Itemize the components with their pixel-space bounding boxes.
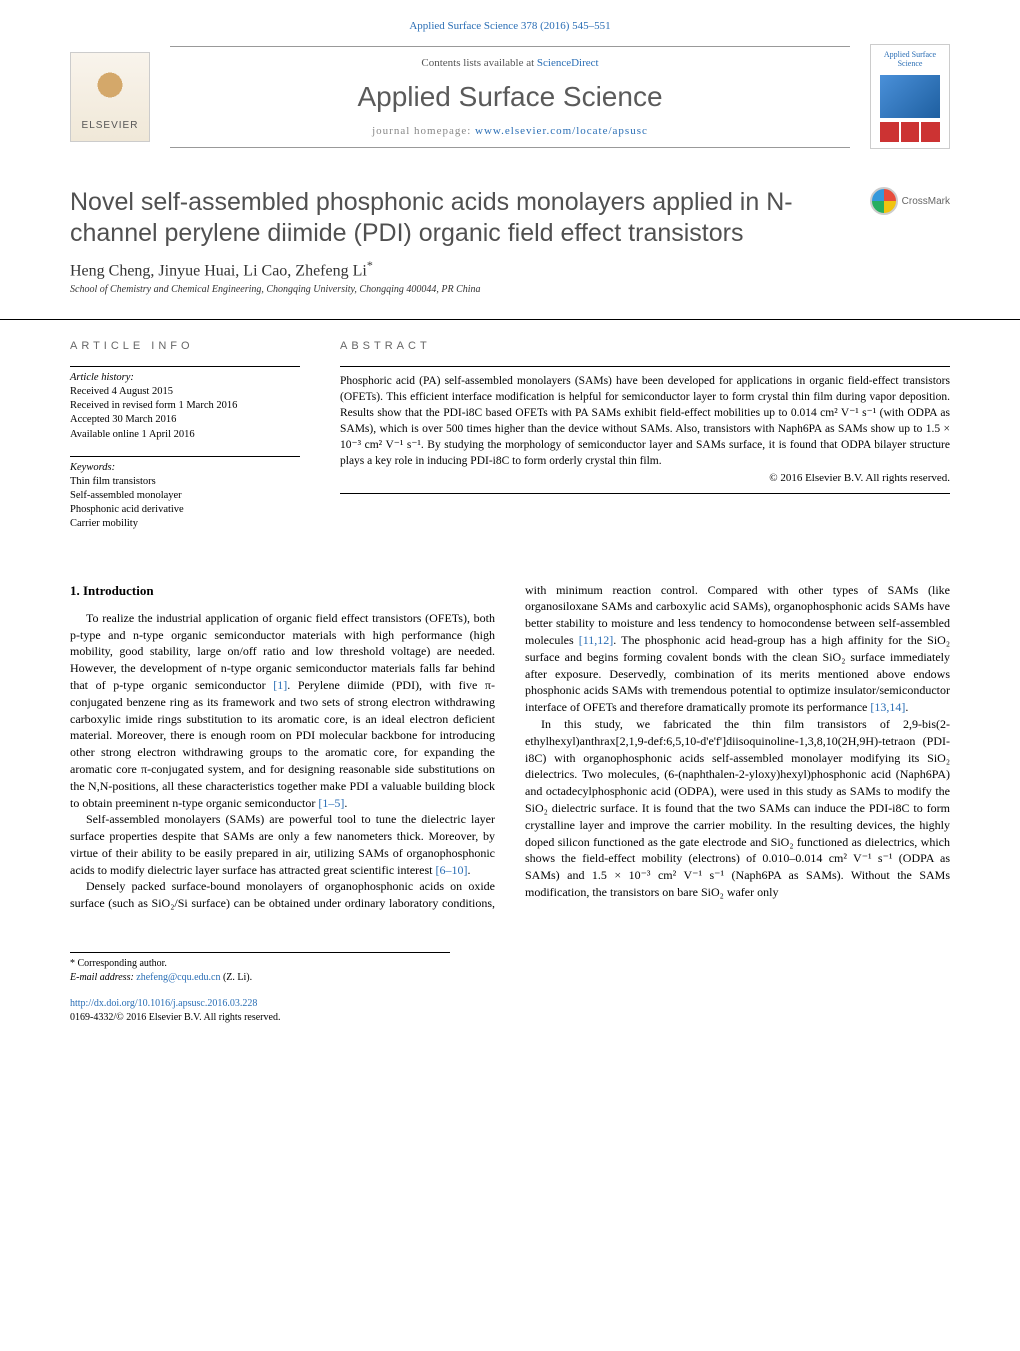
doi-footer: http://dx.doi.org/10.1016/j.apsusc.2016.… bbox=[0, 985, 1020, 1055]
ref-link[interactable]: [13,14] bbox=[870, 700, 905, 714]
history-online: Available online 1 April 2016 bbox=[70, 428, 300, 442]
article-info-heading: ARTICLE INFO bbox=[70, 340, 300, 352]
cover-image-icon bbox=[880, 75, 940, 119]
journal-cover: Applied Surface Science bbox=[870, 44, 950, 149]
body-text: 1. Introduction To realize the industria… bbox=[0, 546, 1020, 933]
paragraph: Self-assembled monolayers (SAMs) are pow… bbox=[70, 811, 495, 878]
ref-link[interactable]: [6–10] bbox=[436, 863, 468, 877]
authors-line: Heng Cheng, Jinyue Huai, Li Cao, Zhefeng… bbox=[0, 258, 1020, 280]
abstract-heading: ABSTRACT bbox=[340, 340, 950, 352]
email-line: E-mail address: zhefeng@cqu.edu.cn (Z. L… bbox=[70, 971, 450, 985]
history-block: Article history: Received 4 August 2015 … bbox=[70, 366, 300, 442]
history-label: Article history: bbox=[70, 371, 300, 385]
abstract-copyright: © 2016 Elsevier B.V. All rights reserved… bbox=[340, 471, 950, 486]
affiliation: School of Chemistry and Chemical Enginee… bbox=[0, 284, 1020, 295]
sciencedirect-link[interactable]: ScienceDirect bbox=[537, 57, 599, 69]
crossmark-badge[interactable]: CrossMark bbox=[870, 187, 950, 215]
ref-link[interactable]: [1] bbox=[273, 678, 287, 692]
running-header-text: Applied Surface Science 378 (2016) 545–5… bbox=[409, 20, 610, 32]
paragraph: In this study, we fabricated the thin fi… bbox=[525, 716, 950, 901]
banner-center: Contents lists available at ScienceDirec… bbox=[170, 46, 850, 148]
contents-line: Contents lists available at ScienceDirec… bbox=[200, 57, 820, 69]
keyword: Carrier mobility bbox=[70, 517, 300, 531]
elsevier-tree-icon bbox=[85, 63, 135, 118]
homepage-line: journal homepage: www.elsevier.com/locat… bbox=[200, 125, 820, 137]
elsevier-logo: ELSEVIER bbox=[70, 52, 150, 142]
article-title: Novel self-assembled phosphonic acids mo… bbox=[70, 187, 870, 250]
email-link[interactable]: zhefeng@cqu.edu.cn bbox=[136, 972, 220, 983]
running-header: Applied Surface Science 378 (2016) 545–5… bbox=[0, 0, 1020, 44]
elsevier-name: ELSEVIER bbox=[82, 120, 139, 131]
doi-link[interactable]: http://dx.doi.org/10.1016/j.apsusc.2016.… bbox=[70, 998, 257, 1009]
history-accepted: Accepted 30 March 2016 bbox=[70, 413, 300, 427]
journal-name: Applied Surface Science bbox=[200, 81, 820, 113]
paragraph: To realize the industrial application of… bbox=[70, 610, 495, 812]
article-info-column: ARTICLE INFO Article history: Received 4… bbox=[70, 320, 300, 546]
history-revised: Received in revised form 1 March 2016 bbox=[70, 399, 300, 413]
corr-author-label: * Corresponding author. bbox=[70, 957, 450, 971]
ref-link[interactable]: [1–5] bbox=[318, 796, 344, 810]
issn-line: 0169-4332/© 2016 Elsevier B.V. All right… bbox=[70, 1012, 280, 1023]
keyword: Self-assembled monolayer bbox=[70, 489, 300, 503]
crossmark-label: CrossMark bbox=[902, 196, 950, 207]
homepage-link[interactable]: www.elsevier.com/locate/apsusc bbox=[475, 125, 648, 137]
keywords-block: Keywords: Thin film transistors Self-ass… bbox=[70, 456, 300, 532]
info-abstract-row: ARTICLE INFO Article history: Received 4… bbox=[0, 319, 1020, 546]
cover-title: Applied Surface Science bbox=[875, 51, 945, 69]
ref-link[interactable]: [11,12] bbox=[579, 633, 614, 647]
keyword: Thin film transistors bbox=[70, 475, 300, 489]
history-received: Received 4 August 2015 bbox=[70, 385, 300, 399]
abstract-column: ABSTRACT Phosphoric acid (PA) self-assem… bbox=[340, 320, 950, 546]
corresponding-footer: * Corresponding author. E-mail address: … bbox=[70, 952, 450, 985]
abstract-text: Phosphoric acid (PA) self-assembled mono… bbox=[340, 366, 950, 494]
corr-marker: * bbox=[367, 258, 373, 272]
journal-banner: ELSEVIER Contents lists available at Sci… bbox=[0, 44, 1020, 149]
title-row: Novel self-assembled phosphonic acids mo… bbox=[0, 157, 1020, 258]
keyword: Phosphonic acid derivative bbox=[70, 503, 300, 517]
crossmark-icon bbox=[870, 187, 898, 215]
intro-heading: 1. Introduction bbox=[70, 582, 495, 600]
keywords-label: Keywords: bbox=[70, 461, 300, 475]
cover-flags-icon bbox=[880, 122, 940, 142]
